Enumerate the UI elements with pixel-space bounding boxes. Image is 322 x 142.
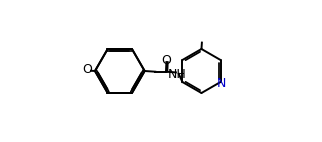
Text: NH: NH [168,68,187,81]
Text: O: O [162,54,172,67]
Text: N: N [217,77,226,90]
Text: O: O [83,63,92,76]
